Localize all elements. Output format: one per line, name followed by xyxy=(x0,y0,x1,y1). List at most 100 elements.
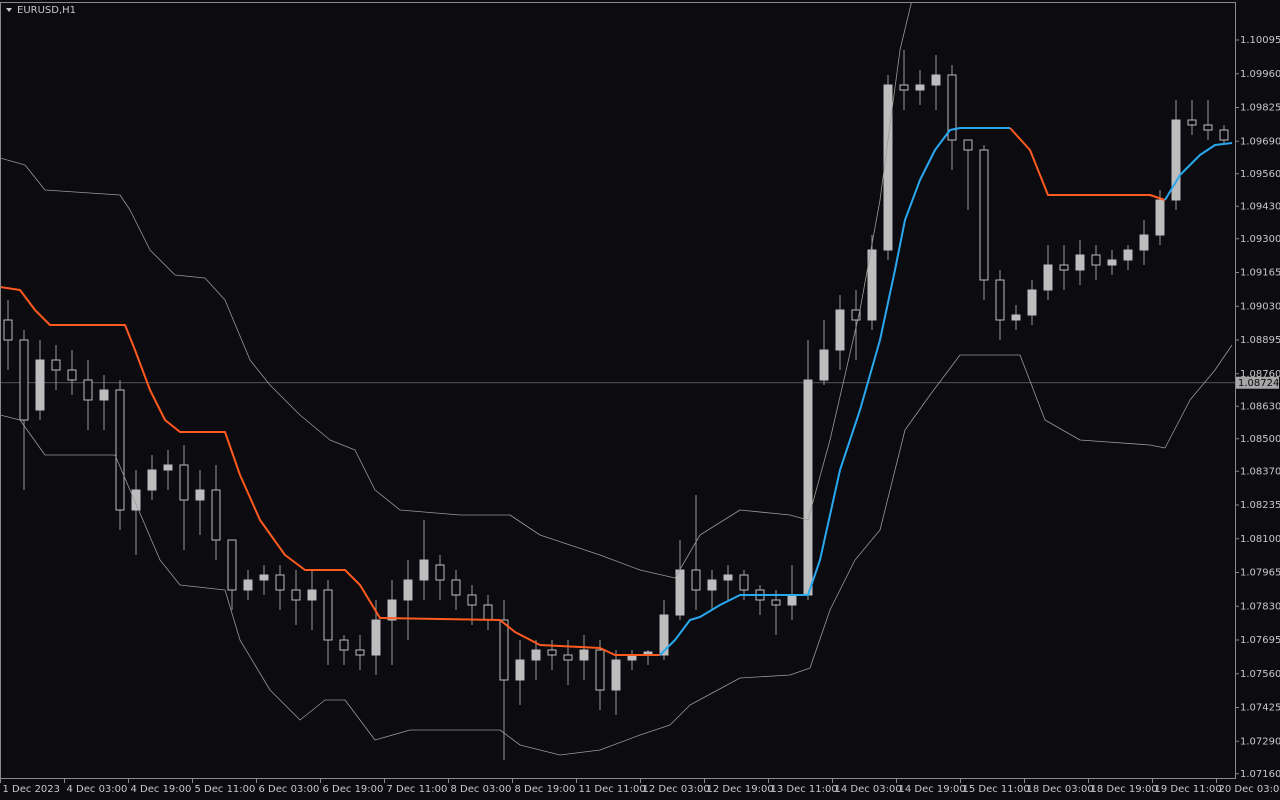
candle-body xyxy=(723,574,733,581)
candle-body xyxy=(819,349,829,381)
candle-body xyxy=(275,574,285,591)
candle-body xyxy=(1059,264,1069,271)
candle-body xyxy=(195,489,205,501)
y-tick-label: 1.07290 xyxy=(1240,736,1280,747)
menu-arrow[interactable] xyxy=(6,8,12,12)
y-tick-label: 1.09560 xyxy=(1240,169,1280,180)
candle-body xyxy=(835,309,845,351)
candle-body xyxy=(1171,119,1181,201)
x-tick-label: 12 Dec 03:00 xyxy=(643,784,710,795)
x-tick-label: 14 Dec 03:00 xyxy=(835,784,902,795)
candle-body xyxy=(579,649,589,661)
candle-body xyxy=(1011,314,1021,321)
y-tick-label: 1.08500 xyxy=(1240,434,1280,445)
x-tick-label: 19 Dec 11:00 xyxy=(1155,784,1222,795)
candle-body xyxy=(947,74,957,141)
candle-body xyxy=(211,489,221,541)
x-tick-label: 18 Dec 03:00 xyxy=(1027,784,1094,795)
x-tick-label: 8 Dec 03:00 xyxy=(451,784,512,795)
y-tick-label: 1.09430 xyxy=(1240,201,1280,212)
indicator-line xyxy=(0,2,912,579)
x-tick-label: 4 Dec 19:00 xyxy=(131,784,192,795)
candle-body xyxy=(915,84,925,91)
candle-body xyxy=(371,619,381,656)
candle-body xyxy=(83,379,93,401)
candle-body xyxy=(163,464,173,471)
y-tick-label: 1.09030 xyxy=(1240,301,1280,312)
candle-body xyxy=(1187,119,1197,126)
candle-body xyxy=(979,149,989,281)
candle-body xyxy=(115,389,125,511)
y-tick-label: 1.08630 xyxy=(1240,401,1280,412)
x-tick-label: 12 Dec 19:00 xyxy=(707,784,774,795)
y-tick-label: 1.08895 xyxy=(1240,335,1280,346)
axes: 1.10095 1.09960 1.09825 1.09690 1.09560 1.094… xyxy=(0,35,1280,795)
candle-body xyxy=(675,569,685,616)
candle-body xyxy=(595,649,605,691)
candle-body xyxy=(291,589,301,601)
candle-body xyxy=(67,369,77,381)
candle-body xyxy=(179,464,189,501)
x-tick-label: 13 Dec 11:00 xyxy=(771,784,838,795)
candle-body xyxy=(851,309,861,321)
candle-body xyxy=(147,469,157,491)
y-tick-label: 1.07425 xyxy=(1240,703,1280,714)
candle-body xyxy=(1075,254,1085,271)
plot-frame xyxy=(0,2,1236,779)
candle-body xyxy=(3,319,13,341)
candle-body xyxy=(387,599,397,621)
candle-body xyxy=(867,249,877,321)
candle-body xyxy=(739,574,749,591)
x-tick-label: 6 Dec 03:00 xyxy=(259,784,320,795)
candle-body xyxy=(467,594,477,606)
candle-body xyxy=(659,614,669,656)
candle-body xyxy=(563,654,573,661)
candle-body xyxy=(931,74,941,86)
candle-body xyxy=(787,594,797,606)
candle-body xyxy=(259,574,269,581)
candle-body xyxy=(435,564,445,581)
y-tick-label: 1.07560 xyxy=(1240,669,1280,680)
candle-body xyxy=(1043,264,1053,291)
y-tick-label: 1.08760 xyxy=(1240,369,1280,380)
candle-body xyxy=(803,379,813,596)
candle-body xyxy=(1123,249,1133,261)
candle-body xyxy=(483,604,493,621)
candle-body xyxy=(451,579,461,596)
candle-body xyxy=(131,489,141,511)
indicator-line xyxy=(659,127,1233,656)
y-tick-label: 1.08100 xyxy=(1240,534,1280,545)
y-tick-label: 1.09165 xyxy=(1240,268,1280,279)
candle-body xyxy=(771,599,781,606)
current-price-box xyxy=(1236,376,1279,389)
candle-body xyxy=(707,579,717,591)
y-tick-label: 1.07830 xyxy=(1240,601,1280,612)
y-tick-label: 1.09960 xyxy=(1240,69,1280,80)
y-tick-label: 1.07160 xyxy=(1240,769,1280,780)
candle-body xyxy=(899,84,909,91)
y-tick-label: 1.07965 xyxy=(1240,568,1280,579)
candle-body xyxy=(35,359,45,411)
x-tick-label: 15 Dec 11:00 xyxy=(963,784,1030,795)
x-tick-label: 18 Dec 19:00 xyxy=(1091,784,1158,795)
candle-body xyxy=(1155,199,1165,236)
x-tick-label: 7 Dec 11:00 xyxy=(387,784,448,795)
candle-body xyxy=(1139,234,1149,251)
candle-body xyxy=(243,579,253,591)
candle-body xyxy=(1091,254,1101,266)
y-tick-label: 1.09300 xyxy=(1240,234,1280,245)
candle-body xyxy=(611,659,621,691)
candle-body xyxy=(227,539,237,591)
candle-body xyxy=(355,649,365,656)
candle-body xyxy=(339,639,349,651)
x-tick-label: 5 Dec 11:00 xyxy=(195,784,256,795)
candle-body xyxy=(403,579,413,601)
candle-body xyxy=(691,569,701,591)
y-tick-label: 1.08370 xyxy=(1240,466,1280,477)
plot-area xyxy=(0,2,1235,760)
candle-body xyxy=(995,279,1005,321)
y-tick-label: 1.09690 xyxy=(1240,136,1280,147)
y-tick-label: 1.08235 xyxy=(1240,500,1280,511)
